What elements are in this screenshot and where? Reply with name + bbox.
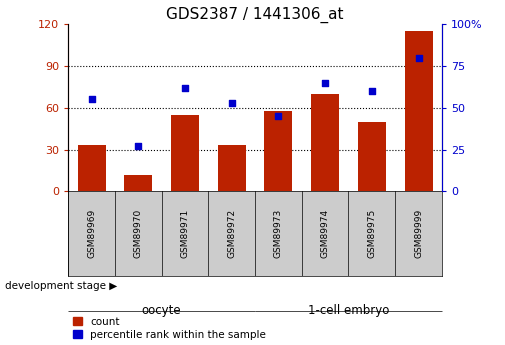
Text: GSM89999: GSM89999	[414, 209, 423, 258]
Text: GSM89974: GSM89974	[321, 209, 330, 258]
Bar	[218, 146, 246, 191]
Title: GDS2387 / 1441306_at: GDS2387 / 1441306_at	[166, 7, 344, 23]
Text: GSM89972: GSM89972	[227, 209, 236, 258]
Text: oocyte: oocyte	[142, 304, 181, 317]
Point	[87, 97, 95, 102]
Point	[134, 144, 142, 149]
Bar	[171, 115, 199, 191]
Legend: count, percentile rank within the sample: count, percentile rank within the sample	[73, 317, 266, 340]
Text: GSM89973: GSM89973	[274, 209, 283, 258]
Bar	[405, 31, 432, 191]
Point	[274, 114, 282, 119]
Point	[415, 55, 423, 60]
Bar	[265, 111, 292, 191]
Text: GSM89975: GSM89975	[367, 209, 376, 258]
Point	[181, 85, 189, 90]
Bar	[124, 175, 153, 191]
Text: GSM89970: GSM89970	[134, 209, 143, 258]
Text: GSM89969: GSM89969	[87, 209, 96, 258]
Bar	[78, 146, 106, 191]
Bar	[358, 122, 386, 191]
Bar	[311, 94, 339, 191]
Text: 1-cell embryo: 1-cell embryo	[308, 304, 389, 317]
Point	[368, 88, 376, 94]
Text: development stage ▶: development stage ▶	[5, 282, 117, 291]
Point	[321, 80, 329, 86]
Text: GSM89971: GSM89971	[180, 209, 189, 258]
Point	[228, 100, 236, 106]
